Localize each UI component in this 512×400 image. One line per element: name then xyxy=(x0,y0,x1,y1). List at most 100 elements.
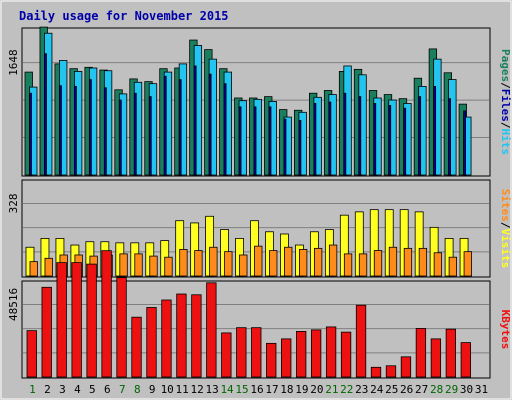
bar-kbytes xyxy=(430,338,442,378)
bar-kbytes xyxy=(325,326,337,378)
day-label: 25 xyxy=(385,383,398,396)
hits_panel-side-label: Pages/Files/Hits xyxy=(499,49,512,155)
kbytes_panel-side-label: KBytes xyxy=(499,310,512,350)
bar-kbytes xyxy=(236,327,247,378)
bar-files xyxy=(388,105,392,176)
bar-kbytes xyxy=(415,328,427,378)
bar-files xyxy=(74,85,77,176)
bar-kbytes xyxy=(56,262,67,378)
legend-sites: Sites xyxy=(499,189,512,222)
bar-files xyxy=(193,65,197,176)
bar-kbytes xyxy=(340,331,352,378)
kbytes_panel: 48516 xyxy=(7,250,491,379)
bar-sites xyxy=(194,250,203,277)
bar-files xyxy=(44,53,47,176)
bar-files xyxy=(59,85,62,176)
bar-files xyxy=(418,96,422,176)
bar-sites xyxy=(179,249,188,277)
bar-kbytes xyxy=(131,316,142,378)
bar-files xyxy=(178,79,182,176)
bar-files xyxy=(403,107,407,176)
day-label: 29 xyxy=(445,383,458,396)
bar-sites xyxy=(358,253,368,277)
legend-pages: Pages xyxy=(499,49,512,82)
bar-kbytes xyxy=(146,307,157,378)
visits_panel-ymax-label: 328 xyxy=(7,194,20,214)
day-label: 5 xyxy=(89,383,96,396)
visits_panel: 328 xyxy=(7,179,491,278)
bar-files xyxy=(103,87,107,176)
day-label: 22 xyxy=(340,383,353,396)
day-label: 26 xyxy=(400,383,413,396)
panels-group: 1648 328 48516 xyxy=(7,26,491,379)
bar-kbytes xyxy=(206,282,217,378)
bar-files xyxy=(343,92,347,176)
day-label: 7 xyxy=(119,383,126,396)
bar-sites xyxy=(209,246,218,277)
bar-sites xyxy=(418,247,428,277)
bar-kbytes xyxy=(460,342,471,378)
legend-separator: / xyxy=(499,122,512,129)
bar-kbytes xyxy=(370,366,382,378)
day-label: 30 xyxy=(460,383,473,396)
legend-kbytes: KBytes xyxy=(499,310,512,350)
bar-kbytes xyxy=(26,330,37,378)
bar-sites xyxy=(134,253,143,277)
bar-kbytes xyxy=(445,328,456,378)
legend-separator: / xyxy=(499,82,512,89)
day-label: 10 xyxy=(161,383,174,396)
day-label: 31 xyxy=(475,383,488,396)
bar-sites xyxy=(388,246,398,277)
bar-kbytes xyxy=(296,330,307,378)
bar-kbytes xyxy=(86,263,97,378)
bar-sites xyxy=(403,247,413,277)
bar-files xyxy=(283,118,287,176)
bar-files xyxy=(433,85,437,176)
bar-kbytes xyxy=(221,332,232,378)
day-labels-group: 1 2 3 4 5 6 7 8 9 10 11 12 13 14 15 16 17 18 19 20 21 22 23 24 2… xyxy=(29,383,488,396)
legend-hits: Hits xyxy=(499,129,512,156)
bar-files xyxy=(358,96,362,176)
bar-kbytes xyxy=(355,304,367,378)
day-label: 11 xyxy=(176,383,189,396)
bar-files xyxy=(373,103,377,176)
bar-kbytes xyxy=(116,277,127,378)
bar-kbytes xyxy=(176,293,187,378)
bar-kbytes xyxy=(400,356,412,378)
day-label: 1 xyxy=(29,383,36,396)
bar-sites xyxy=(269,250,278,277)
bar-files xyxy=(463,110,466,176)
day-label: 15 xyxy=(235,383,248,396)
bar-files xyxy=(133,92,137,176)
bar-sites xyxy=(224,251,233,277)
visits_panel-side-label: Sites/Visits xyxy=(499,189,512,269)
day-label: 20 xyxy=(310,383,323,396)
bar-kbytes xyxy=(310,329,322,378)
bar-sites xyxy=(29,261,38,277)
day-label: 23 xyxy=(355,383,368,396)
day-label: 21 xyxy=(325,383,338,396)
bar-sites xyxy=(164,256,173,277)
bar-sites xyxy=(448,256,457,277)
bar-sites xyxy=(343,253,353,277)
bar-kbytes xyxy=(385,365,397,378)
chart-title: Daily usage for November 2015 xyxy=(19,9,229,23)
day-label: 6 xyxy=(104,383,111,396)
day-label: 9 xyxy=(149,383,156,396)
legend-visits: Visits xyxy=(499,229,512,269)
bar-files xyxy=(328,101,332,176)
bar-sites xyxy=(313,247,323,277)
bar-sites xyxy=(328,244,338,277)
bar-files xyxy=(88,79,92,176)
day-label: 19 xyxy=(295,383,308,396)
bar-files xyxy=(148,96,152,176)
day-label: 18 xyxy=(280,383,293,396)
bar-kbytes xyxy=(281,338,292,378)
day-label: 4 xyxy=(74,383,81,396)
bar-files xyxy=(313,103,317,176)
bar-kbytes xyxy=(101,250,112,378)
hits_panel: 1648 xyxy=(7,26,491,177)
